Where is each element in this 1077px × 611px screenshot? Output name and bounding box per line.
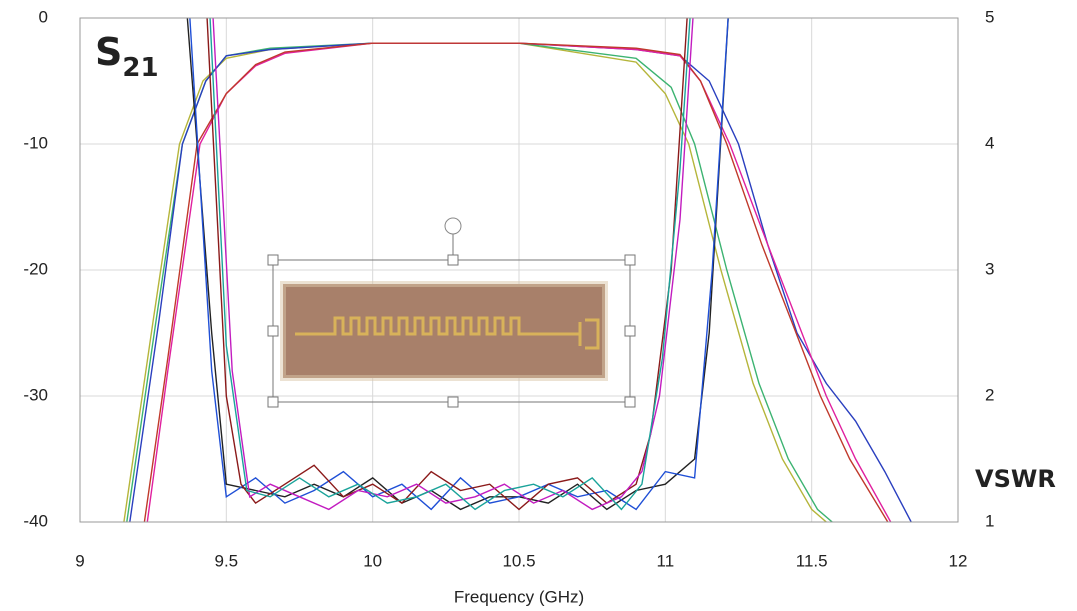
- handle[interactable]: [267, 254, 279, 266]
- y-tick-label: -10: [23, 133, 48, 152]
- s21-label: S21: [95, 30, 159, 83]
- y-tick-label: -30: [23, 385, 48, 404]
- vswr-line: [212, 18, 694, 511]
- y-tick-label: -20: [23, 259, 48, 278]
- meander: [295, 316, 600, 350]
- x-tick-label: 10: [363, 551, 382, 570]
- y-tick-label: -40: [23, 511, 48, 530]
- handle[interactable]: [447, 254, 459, 266]
- s21-line: [123, 42, 827, 522]
- s21-main: S: [95, 30, 122, 74]
- rotate-handle[interactable]: [444, 217, 462, 235]
- x-tick-label: 11.5: [796, 551, 828, 570]
- x-tick-label: 9.5: [215, 551, 239, 570]
- inset-photo[interactable]: [267, 217, 636, 408]
- handle[interactable]: [267, 396, 279, 408]
- y2-label: VSWR: [975, 465, 1056, 493]
- x-tick-label: 12: [949, 551, 968, 570]
- x-tick-label: 10.5: [502, 551, 535, 570]
- vswr-line: [189, 18, 729, 511]
- y2-tick-label: 5: [985, 7, 994, 26]
- x-tick-label: 11: [657, 551, 675, 570]
- y2-tick-label: 1: [985, 511, 994, 530]
- s21-line: [143, 42, 889, 522]
- handle[interactable]: [267, 325, 279, 337]
- x-tick-label: 9: [75, 551, 84, 570]
- plot-frame: [79, 17, 959, 523]
- handle[interactable]: [447, 396, 459, 408]
- handles: [267, 254, 636, 408]
- y2-tick-label: 2: [985, 385, 994, 404]
- y2-tick-label: 3: [985, 259, 994, 278]
- vswr-line: [209, 18, 691, 511]
- photo-edge: [280, 281, 608, 381]
- x-axis-label: Frequency (GHz): [454, 587, 584, 606]
- handle[interactable]: [624, 396, 636, 408]
- y-tick-label: 0: [39, 7, 48, 26]
- handle[interactable]: [624, 254, 636, 266]
- handle[interactable]: [624, 325, 636, 337]
- vswr-line: [186, 18, 729, 511]
- s21-sub: 21: [122, 53, 158, 83]
- photo: [283, 284, 605, 378]
- y2-tick-label: 4: [985, 133, 994, 152]
- vswr-line: [206, 18, 688, 511]
